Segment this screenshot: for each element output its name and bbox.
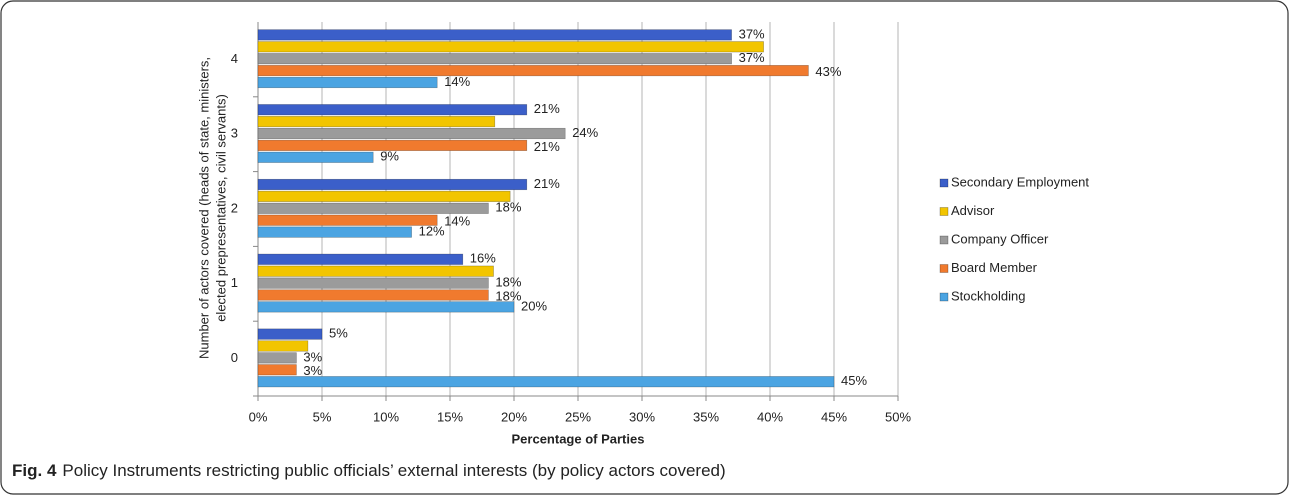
data-label: 21% (534, 176, 560, 191)
bar (257, 301, 515, 313)
bar (257, 364, 297, 376)
legend-swatch (939, 264, 949, 273)
bar (257, 352, 297, 364)
bar (257, 53, 732, 65)
x-tick-label: 35% (693, 409, 719, 424)
bar (257, 376, 835, 388)
y-axis-title: Number of actors covered (heads of state… (196, 57, 211, 359)
x-tick-label: 20% (501, 409, 527, 424)
x-tick-label: 0% (249, 409, 268, 424)
data-label: 18% (495, 288, 521, 303)
caption-text: Policy Instruments restricting public of… (62, 461, 725, 480)
y-axis-title: elected prepresentatives, civil servants… (213, 94, 228, 322)
x-tick-label: 45% (821, 409, 847, 424)
bar (257, 253, 464, 265)
bar (257, 328, 323, 340)
bar (257, 226, 412, 238)
bar (257, 214, 438, 226)
data-label: 24% (572, 125, 598, 140)
x-axis-title: Percentage of Parties (512, 431, 645, 446)
data-label: 5% (329, 326, 348, 341)
data-label: 16% (470, 251, 496, 266)
x-tick-label: 5% (313, 409, 332, 424)
legend-swatch (939, 178, 949, 188)
data-label: 37% (739, 26, 765, 41)
data-label: 18% (495, 275, 521, 290)
y-tick-label: 2 (231, 200, 238, 215)
data-label: 12% (419, 224, 445, 239)
bar (257, 202, 489, 214)
legend-label: Board Member (951, 260, 1038, 275)
bar (257, 29, 732, 41)
y-tick-label: 1 (231, 275, 238, 290)
x-tick-label: 50% (885, 409, 911, 424)
legend-swatch (939, 207, 949, 216)
bar (257, 116, 496, 128)
data-label: 21% (534, 101, 560, 116)
data-label: 43% (815, 64, 841, 79)
x-tick-label: 25% (565, 409, 591, 424)
bar (257, 340, 309, 352)
legend-label: Advisor (951, 203, 995, 218)
data-label: 14% (444, 74, 470, 89)
data-label: 21% (534, 139, 560, 154)
legend-label: Secondary Employment (951, 174, 1089, 189)
x-tick-label: 10% (373, 409, 399, 424)
bar (257, 151, 374, 163)
data-label: 3% (303, 363, 322, 378)
legend-swatch (939, 292, 949, 302)
bar (257, 76, 438, 89)
data-label: 20% (521, 298, 547, 313)
bar (257, 178, 528, 191)
data-label: 9% (380, 149, 399, 164)
legend-swatch (939, 235, 949, 245)
bar (257, 277, 489, 289)
x-tick-label: 30% (629, 409, 655, 424)
y-tick-label: 4 (231, 51, 238, 66)
data-label: 18% (495, 200, 521, 215)
y-tick-label: 0 (231, 350, 238, 365)
bar (257, 289, 489, 301)
data-label: 45% (841, 373, 867, 388)
legend-label: Company Officer (951, 231, 1049, 246)
x-tick-label: 15% (437, 409, 463, 424)
bar (257, 104, 528, 116)
y-tick-label: 3 (231, 126, 238, 141)
caption: Fig. 4 Policy Instruments restricting pub… (12, 461, 726, 480)
legend-label: Stockholding (951, 288, 1025, 303)
data-label: 37% (739, 50, 765, 65)
bar (257, 127, 566, 140)
data-label: 3% (303, 349, 322, 364)
bar (257, 65, 809, 77)
bar (257, 139, 528, 151)
x-tick-label: 40% (757, 409, 783, 424)
bar (257, 265, 494, 277)
bar (257, 41, 764, 53)
data-label: 14% (444, 214, 470, 229)
bar (257, 190, 511, 202)
caption-label: Fig. 4 (12, 461, 57, 480)
